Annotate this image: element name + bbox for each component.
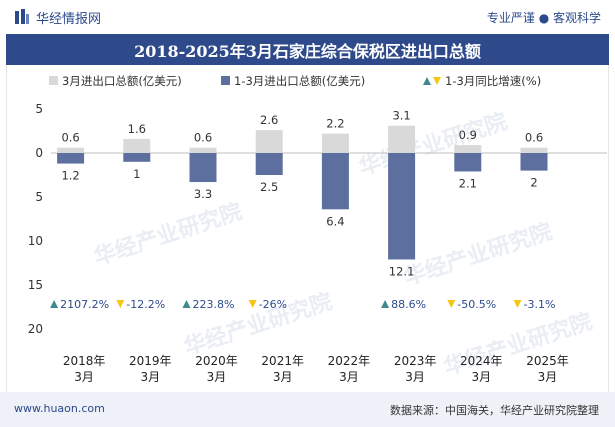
growth-up-triangle-icon — [182, 300, 191, 308]
chart-title: 2018-2025年3月石家庄综合保税区进出口总额 — [6, 34, 609, 65]
monthly-bar-label: 0.6 — [194, 131, 212, 145]
cumulative-bar — [321, 153, 349, 210]
growth-up-triangle-icon — [50, 300, 59, 308]
monthly-bar — [57, 147, 85, 153]
x-tick-label-year: 2025年 — [526, 354, 569, 368]
cumulative-bar — [123, 153, 151, 162]
x-tick-label-month: 3月 — [74, 370, 94, 384]
y-tick-label: 10 — [28, 234, 43, 248]
growth-down-triangle-icon — [248, 300, 257, 308]
monthly-bar — [123, 138, 151, 153]
tagline: 专业严谨 ● 客观科学 — [486, 10, 601, 25]
x-tick-label-month: 3月 — [405, 370, 425, 384]
growth-label: 88.6% — [391, 298, 426, 311]
footer: www.huaon.com 数据来源：中国海关，华经产业研究院整理 — [0, 392, 615, 427]
growth-down-triangle-icon — [447, 300, 456, 308]
cumulative-bar-label: 1 — [133, 167, 140, 181]
cumulative-bar-label: 2.1 — [459, 176, 477, 190]
monthly-bar — [454, 145, 482, 153]
cumulative-bar — [454, 153, 482, 172]
growth-down-triangle-icon — [513, 300, 522, 308]
data-source: 数据来源：中国海关，华经产业研究院整理 — [390, 404, 599, 417]
monthly-bar — [321, 133, 349, 153]
cumulative-bar-label: 2.5 — [260, 180, 278, 194]
watermark-0: 华经产业研究院 — [356, 108, 511, 180]
monthly-bar — [189, 147, 217, 153]
brand-logo-icon — [14, 9, 30, 25]
x-tick-label-month: 3月 — [471, 370, 491, 384]
cumulative-bar — [57, 153, 85, 164]
brand: 华经情报网 — [14, 8, 101, 27]
growth-label: -26% — [259, 298, 287, 311]
x-tick-label-month: 3月 — [273, 370, 293, 384]
y-tick-label: 15 — [28, 278, 43, 292]
watermark-4: 华经产业研究院 — [441, 308, 596, 380]
chart-svg: 华经产业研究院华经产业研究院华经产业研究院华经产业研究院华经产业研究院3月进出口… — [28, 74, 607, 384]
x-tick-label-month: 3月 — [339, 370, 359, 384]
legend-swatch-0 — [49, 76, 58, 85]
plot-frame: 华经产业研究院 华经产业研究院 华经产业研究院 华经产业研究院 华经产业研究院 3月进出口… — [6, 65, 609, 392]
cumulative-bar — [189, 153, 217, 183]
x-tick-label-year: 2021年 — [261, 354, 304, 368]
monthly-bar-label: 0.6 — [525, 131, 543, 145]
x-tick-label-month: 3月 — [538, 370, 558, 384]
cumulative-bar-label: 6.4 — [326, 214, 344, 228]
legend-swatch-1 — [221, 76, 230, 85]
x-tick-label-year: 2024年 — [460, 354, 503, 368]
growth-label: -50.5% — [457, 298, 496, 311]
legend-label-1: 1-3月进出口总额(亿美元) — [234, 74, 365, 88]
watermark-3: 华经产业研究院 — [401, 218, 556, 290]
x-tick-label-year: 2020年 — [195, 354, 238, 368]
growth-label: -3.1% — [524, 298, 556, 311]
x-tick-label-month: 3月 — [207, 370, 227, 384]
growth-label: -12.2% — [126, 298, 165, 311]
monthly-bar — [388, 125, 416, 153]
monthly-bar-label: 2.6 — [260, 113, 278, 127]
monthly-bar-label: 0.9 — [459, 128, 477, 142]
x-tick-label-year: 2019年 — [129, 354, 172, 368]
growth-label: 223.8% — [193, 298, 235, 311]
legend-down-triangle-icon — [433, 77, 441, 85]
monthly-bar — [255, 130, 283, 153]
cumulative-bar — [520, 153, 548, 171]
x-tick-label-year: 2018年 — [63, 354, 106, 368]
growth-down-triangle-icon — [116, 300, 125, 308]
watermark-1: 华经产业研究院 — [91, 198, 246, 270]
cumulative-bar-label: 1.2 — [61, 169, 79, 183]
monthly-bar-label: 1.6 — [128, 122, 146, 136]
cumulative-bar-label: 3.3 — [194, 187, 212, 201]
x-tick-label-year: 2022年 — [328, 354, 371, 368]
monthly-bar-label: 2.2 — [326, 117, 344, 131]
cumulative-bar — [255, 153, 283, 175]
cumulative-bar-label: 2 — [530, 176, 537, 190]
y-tick-label: 20 — [28, 322, 43, 336]
top-bar: 华经情报网 专业严谨 ● 客观科学 — [0, 0, 615, 34]
monthly-bar-label: 0.6 — [61, 131, 79, 145]
y-tick-label: 0 — [35, 146, 43, 160]
brand-name: 华经情报网 — [36, 11, 102, 27]
legend-label-2: 1-3月同比增速(%) — [445, 74, 541, 88]
growth-up-triangle-icon — [381, 300, 390, 308]
cumulative-bar — [388, 153, 416, 260]
monthly-bar — [520, 147, 548, 153]
website-link[interactable]: www.huaon.com — [14, 402, 105, 415]
growth-label: 2107.2% — [60, 298, 109, 311]
monthly-bar-label: 3.1 — [392, 109, 410, 123]
y-tick-label: 5 — [35, 102, 43, 116]
x-tick-label-year: 2023年 — [394, 354, 437, 368]
legend-up-triangle-icon — [423, 77, 431, 85]
legend-label-0: 3月进出口总额(亿美元) — [62, 74, 182, 88]
x-tick-label-month: 3月 — [140, 370, 160, 384]
cumulative-bar-label: 12.1 — [389, 264, 415, 278]
y-tick-label: 5 — [35, 190, 43, 204]
